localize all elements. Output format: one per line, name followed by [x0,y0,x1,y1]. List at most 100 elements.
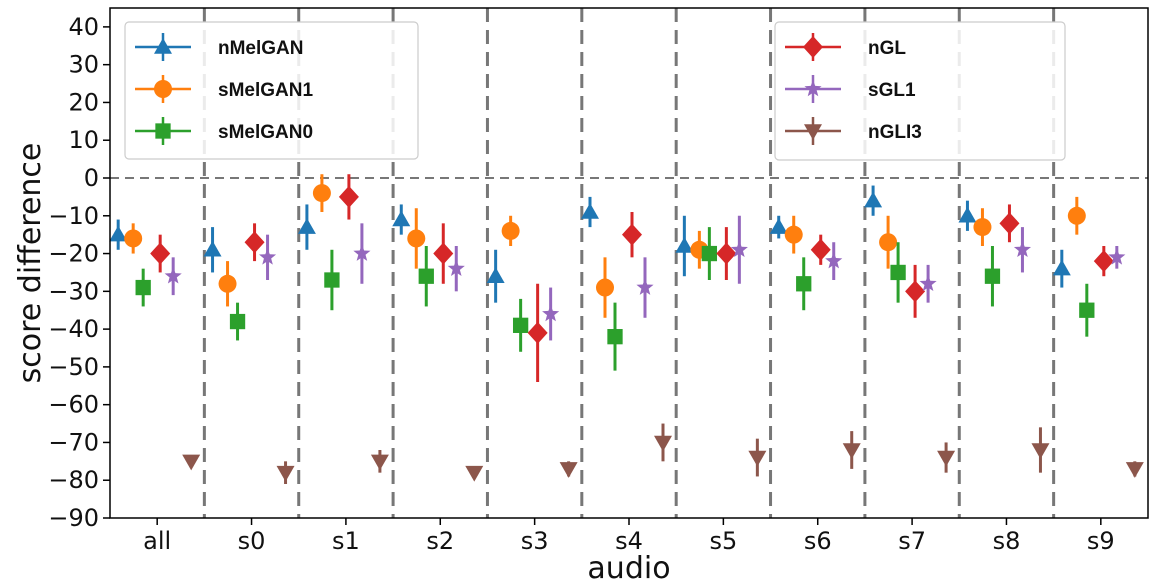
data-point [124,229,143,248]
series-sMelGAN0 [135,227,1095,371]
data-point [810,238,831,261]
data-point [486,267,505,283]
x-tick-label: s1 [332,527,360,555]
data-point [465,465,484,482]
y-tick-label: −70 [48,428,99,456]
data-point [864,191,883,208]
data-point [769,218,788,234]
data-point [164,267,182,284]
data-point [512,317,529,333]
series-sMelGAN1 [124,174,1086,318]
data-point [203,240,222,257]
x-tick-label: s0 [238,527,266,555]
data-point [1108,248,1126,265]
y-tick-label: 10 [68,126,99,154]
data-point [218,274,237,293]
data-point [433,242,454,265]
legend-marker [154,80,172,98]
x-tick-label: s7 [898,527,926,555]
y-tick-label: −10 [48,202,99,230]
data-point [324,272,340,288]
data-point [542,305,560,322]
data-point [973,218,992,237]
data-point [596,278,614,297]
legend-entry: sGL1 [785,75,916,103]
x-tick-label: s6 [804,527,832,555]
data-point [1093,250,1114,273]
data-point [370,454,389,471]
y-tick-label: −20 [48,240,99,268]
legend-box [124,21,419,160]
data-point [905,280,926,303]
legend-entry: nGLI3 [785,117,922,145]
data-point [636,278,654,295]
legend-label: nGLI3 [868,122,922,143]
data-point [135,279,151,296]
y-tick-label: 30 [68,51,99,79]
data-point [338,185,359,208]
y-tick-label: 40 [68,13,99,41]
data-point [958,206,977,223]
data-point [150,242,171,265]
series-nMelGAN [109,185,1071,303]
series-sGL1 [164,215,1126,341]
legend-left: nMelGAN sMelGAN1 sMelGAN0 [124,21,419,160]
data-point [392,210,411,227]
data-point [842,443,861,459]
y-tick-label: −60 [48,391,99,419]
legend-label: sGL1 [868,80,916,101]
data-point [999,212,1020,235]
data-point [730,240,748,258]
y-axis-title: score difference [13,143,48,384]
x-axis-title: audio [587,551,670,582]
legend-marker [154,38,172,54]
data-point [447,259,465,276]
data-point [796,276,812,292]
x-tick-label: s8 [993,527,1021,555]
legend-marker [804,124,822,140]
data-point [276,465,295,482]
legend-entry: sMelGAN1 [135,75,313,103]
data-point [937,450,956,467]
data-point [984,268,1001,284]
data-point [312,184,331,203]
data-point [654,435,672,452]
data-point [701,245,718,262]
y-tick-label: 0 [84,164,99,192]
x-tick-label: s3 [521,527,549,555]
data-point [581,203,599,219]
data-point [297,218,316,234]
data-point [879,233,898,252]
data-point [258,248,277,265]
data-point [919,274,937,292]
y-tick-label: −80 [48,466,99,494]
data-point [1125,462,1144,478]
legend-label: sMelGAN1 [218,80,313,101]
data-point [607,329,623,345]
legend-marker [803,36,823,58]
legend-entry: nMelGAN [135,33,304,61]
y-tick-label: −90 [48,504,99,532]
series-nGL [150,174,1114,382]
legend-entry: sMelGAN0 [135,117,313,145]
data-point [244,231,265,254]
data-point [501,221,520,240]
y-tick-label: −40 [48,315,99,343]
axes-layer: 40 30 20 10 0 −10 −20 −30 −40 −50 −60 −70 −80 −90 all s… [13,7,1149,582]
separator-layer [202,8,1056,518]
data-point [527,321,548,344]
data-point [1031,443,1050,459]
y-tick-label: −50 [48,353,99,381]
legend-marker [804,80,822,97]
data-point [748,450,767,467]
legend-marker [155,123,171,139]
legend-label: nGL [868,38,906,59]
data-point [1079,302,1095,318]
y-tick-label: −30 [48,277,99,305]
data-point [229,313,246,330]
data-point [1067,206,1086,225]
x-tick-label: s2 [426,527,454,555]
marks-layer [109,174,1144,484]
